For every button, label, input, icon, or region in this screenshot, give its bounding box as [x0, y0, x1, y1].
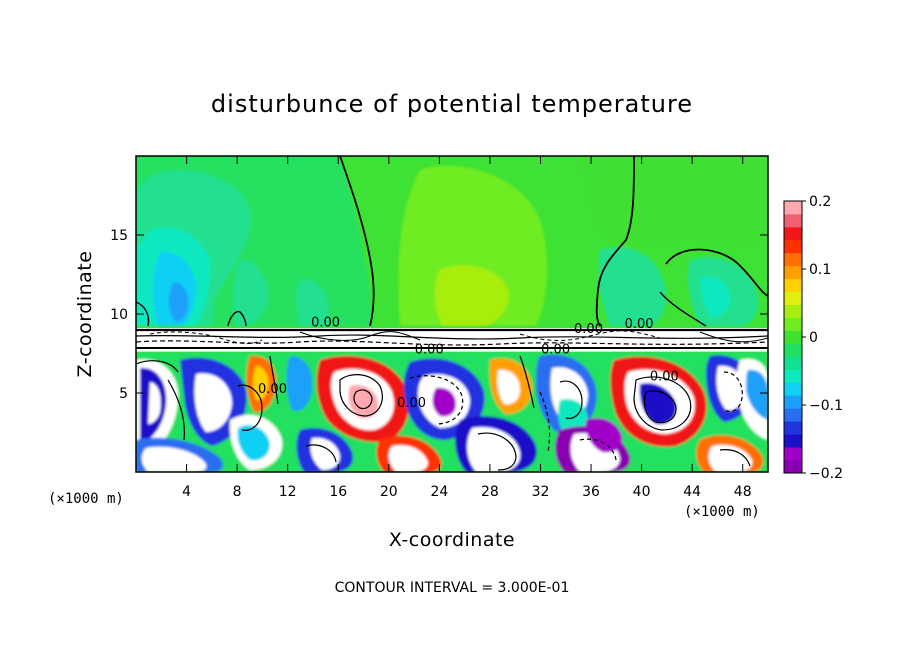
colorbar-tick-label: 0 — [809, 330, 818, 346]
x-tick-label: 8 — [233, 484, 242, 500]
colorbar: 0.2 0.1 0 −0.1 −0.2 — [783, 194, 843, 482]
colorbar-cells — [784, 201, 802, 474]
colorbar-cell — [784, 252, 802, 267]
colorbar-cell — [784, 226, 802, 241]
colorbar-cell — [784, 356, 802, 370]
x-tick-label: 32 — [532, 484, 550, 500]
colorbar-cell — [784, 265, 802, 280]
y-axis-ticks: 5 10 15 — [110, 228, 768, 402]
colorbar-cell — [784, 239, 802, 254]
y-tick-label: 10 — [110, 307, 128, 323]
x-axis-ticks: 4 8 12 16 20 24 28 32 36 40 44 48 — [182, 156, 752, 500]
lower-layer-turbulence — [136, 352, 768, 472]
colorbar-cell — [784, 434, 802, 448]
plot-area: 0.00 0.00 0.00 0.00 0.00 0.00 0.00 0.00 — [135, 155, 769, 473]
x-tick-label: 24 — [430, 484, 448, 500]
x-tick-label: 36 — [582, 484, 600, 500]
contour-label: 0.00 — [541, 343, 570, 358]
x-tick-label: 48 — [734, 484, 752, 500]
y-axis-label: Z-coordinate — [74, 251, 96, 378]
contour-label: 0.00 — [258, 382, 287, 397]
colorbar-tick-label: 0.2 — [809, 194, 831, 210]
colorbar-cell — [784, 278, 802, 293]
upper-layer-shading — [136, 156, 768, 326]
contour-label: 0.00 — [574, 322, 603, 337]
colorbar-ticks: 0.2 0.1 0 −0.1 −0.2 — [802, 194, 843, 482]
colorbar-tick-label: −0.1 — [809, 398, 843, 414]
x-tick-label: 40 — [633, 484, 651, 500]
colorbar-cell — [784, 213, 802, 228]
contour-lines — [136, 156, 768, 471]
colorbar-cell — [784, 408, 802, 422]
x-tick-label: 16 — [329, 484, 347, 500]
colorbar-tick-label: −0.2 — [809, 466, 843, 482]
x-unit-label-right: (×1000 m) — [684, 504, 760, 520]
colorbar-tick-label: 0.1 — [809, 262, 831, 278]
colorbar-cell — [784, 421, 802, 435]
colorbar-cell — [784, 291, 802, 306]
colorbar-cell — [784, 369, 802, 383]
transition-band — [136, 328, 768, 352]
contour-labels: 0.00 0.00 0.00 0.00 0.00 0.00 0.00 0.00 — [258, 316, 679, 412]
colorbar-cell — [784, 304, 802, 318]
contour-label: 0.00 — [625, 317, 654, 332]
x-unit-label-left: (×1000 m) — [48, 491, 124, 507]
colorbar-cell — [784, 330, 802, 344]
x-axis-label: X-coordinate — [389, 529, 515, 551]
contour-label: 0.00 — [397, 396, 426, 411]
colorbar-cell — [784, 460, 802, 474]
contour-label: 0.00 — [650, 369, 679, 384]
x-tick-label: 20 — [380, 484, 398, 500]
colorbar-cell — [784, 201, 802, 215]
x-tick-label: 4 — [182, 484, 191, 500]
contour-interval-note: CONTOUR INTERVAL = 3.000E-01 — [335, 580, 570, 596]
x-tick-label: 44 — [683, 484, 701, 500]
x-tick-label: 12 — [279, 484, 297, 500]
y-tick-label: 5 — [119, 386, 128, 402]
contour-label: 0.00 — [415, 343, 444, 358]
contour-label: 0.00 — [311, 316, 340, 331]
colorbar-cell — [784, 343, 802, 357]
colorbar-cell — [784, 447, 802, 461]
colorbar-cell — [784, 395, 802, 409]
y-tick-label: 15 — [110, 228, 128, 244]
colorbar-cell — [784, 317, 802, 331]
x-tick-label: 28 — [481, 484, 499, 500]
chart-title: disturbunce of potential temperature — [211, 90, 693, 118]
colorbar-cell — [784, 382, 802, 396]
